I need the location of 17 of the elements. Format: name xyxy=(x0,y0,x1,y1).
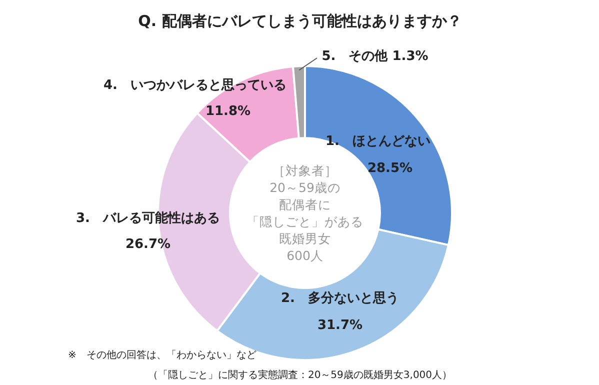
data-label: 31.7% xyxy=(317,318,363,333)
chart-title: Q. 配偶者にバレてしまう可能性はありますか？ xyxy=(138,12,462,30)
slice-label: 5. その他 1.3% xyxy=(322,49,428,64)
slice-label: 4. いつかバレると思っている xyxy=(104,78,286,93)
data-label: 26.7% xyxy=(125,237,171,252)
text: 配偶者に xyxy=(279,197,331,212)
text: ［対象者］ xyxy=(272,163,338,178)
text: 20～59歳の xyxy=(270,180,340,195)
data-label: 11.8% xyxy=(205,104,251,119)
slice-label: 3. バレる可能性はある xyxy=(76,210,220,226)
text: ※ その他の回答は、「わからない」など xyxy=(68,349,256,361)
text: 「隠しごと」がある xyxy=(246,214,364,229)
slice-label: 2. 多分ないと思う xyxy=(281,291,399,306)
data-label: 28.5% xyxy=(367,161,413,176)
text: 600人 xyxy=(286,248,324,263)
text: 既婚男女 xyxy=(279,231,331,246)
text: （「隠しごと」に関する実態調査：20～59歳の既婚男女3,000人） xyxy=(148,369,452,381)
